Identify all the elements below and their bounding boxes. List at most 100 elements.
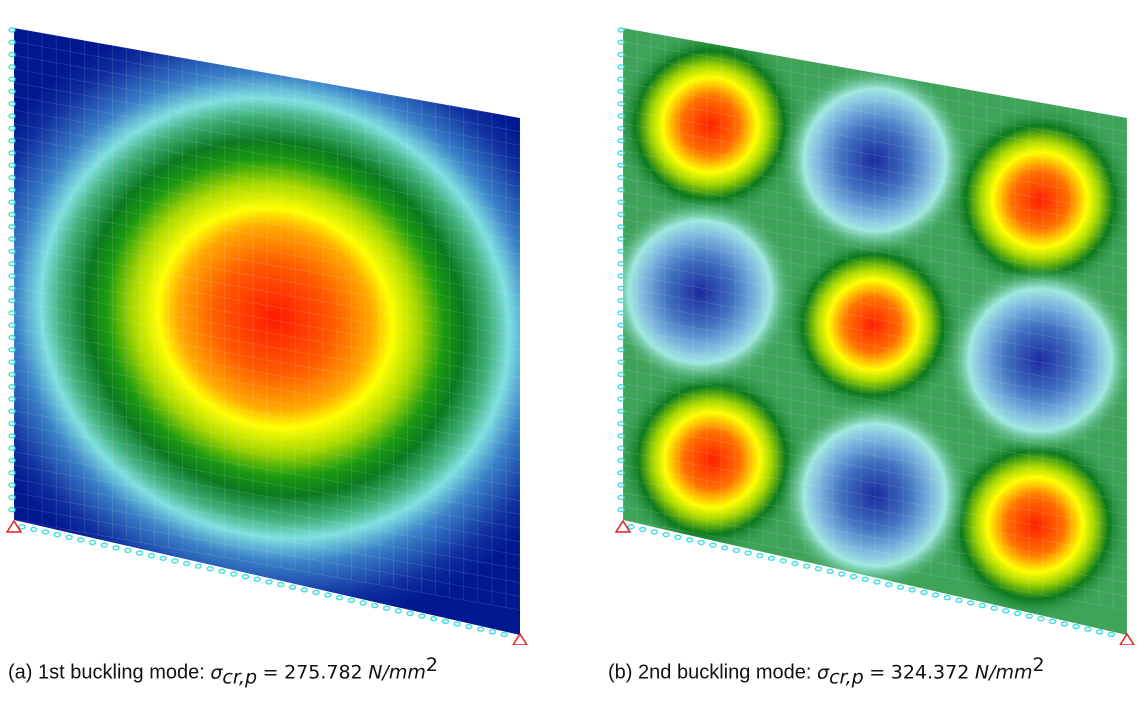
support-marker [219, 569, 225, 573]
support-marker [66, 535, 72, 539]
caption: 2nd buckling mode: [638, 662, 811, 684]
support-marker [862, 577, 868, 581]
support-marker [745, 551, 751, 555]
support-marker [909, 588, 915, 592]
support-marker [1073, 625, 1079, 629]
support-marker [1108, 632, 1114, 636]
label: (a) [8, 662, 32, 684]
support-marker [54, 533, 60, 537]
support-marker [663, 533, 669, 537]
support-marker [207, 567, 213, 571]
relation: = [263, 662, 279, 684]
support-marker [290, 585, 296, 589]
support-marker [242, 575, 248, 579]
support-marker [1050, 619, 1056, 623]
support-marker [442, 619, 448, 623]
page: (a) 1st buckling mode: σcr,p = 275.782 N… [0, 0, 1147, 702]
support-marker [337, 596, 343, 600]
support-marker [101, 543, 107, 547]
subscript: cr,p [829, 667, 864, 689]
support-marker [944, 596, 950, 600]
support-marker [827, 569, 833, 573]
support-marker [1085, 627, 1091, 631]
support-marker [90, 541, 96, 545]
support-marker [897, 585, 903, 589]
caption-a: (a) 1st buckling mode: σcr,p = 275.782 N… [8, 654, 438, 689]
support-marker [125, 548, 131, 552]
support-marker [160, 556, 166, 560]
support-marker [733, 548, 739, 552]
label: (b) [608, 662, 632, 684]
plate-a [0, 0, 701, 645]
support-marker [254, 577, 260, 581]
support-marker [478, 627, 484, 631]
support-marker [137, 551, 143, 555]
support-marker [1015, 611, 1021, 615]
support-marker [722, 546, 728, 550]
support-marker [184, 562, 190, 566]
support-marker [419, 614, 425, 618]
unit: N/mm [975, 662, 1033, 684]
support-marker [313, 590, 319, 594]
subscript: cr,p [222, 667, 257, 689]
support-marker [278, 583, 284, 587]
support-marker [148, 554, 154, 558]
support-marker [372, 604, 378, 608]
support-marker [698, 541, 704, 545]
support-marker [231, 572, 237, 576]
support-marker [968, 601, 974, 605]
support-marker [466, 625, 472, 629]
support-marker [757, 554, 763, 558]
support-marker [979, 604, 985, 608]
caption: 1st buckling mode: [38, 662, 205, 684]
symbol: σ [817, 662, 829, 684]
support-marker [431, 617, 437, 621]
support-marker [874, 580, 880, 584]
support-marker [1097, 630, 1103, 634]
support-marker [348, 598, 354, 602]
support-marker [651, 530, 657, 534]
support-marker [78, 538, 84, 542]
figure [0, 0, 1147, 645]
support-marker [266, 580, 272, 584]
symbol: σ [210, 662, 222, 684]
support-marker [1003, 609, 1009, 613]
support-marker [815, 567, 821, 571]
support-marker [19, 525, 25, 529]
support-marker [792, 562, 798, 566]
support-marker [921, 590, 927, 594]
support-marker [839, 572, 845, 576]
support-marker [113, 546, 119, 550]
support-pin [513, 634, 527, 645]
support-marker [43, 530, 49, 534]
support-marker [933, 593, 939, 597]
support-marker [325, 593, 331, 597]
support-marker [687, 538, 693, 542]
support-marker [195, 564, 201, 568]
support-marker [395, 609, 401, 613]
support-marker [640, 527, 646, 531]
unit: N/mm [368, 662, 426, 684]
support-marker [489, 630, 495, 634]
support-marker [1026, 614, 1032, 618]
support-marker [1061, 622, 1067, 626]
support-marker [384, 606, 390, 610]
support-marker [769, 556, 775, 560]
unit-exponent: 2 [1033, 654, 1045, 676]
unit-exponent: 2 [426, 654, 438, 676]
value: 324.372 [891, 662, 970, 684]
support-marker [675, 535, 681, 539]
support-marker [172, 559, 178, 563]
support-marker [407, 611, 413, 615]
support-marker [710, 543, 716, 547]
support-marker [991, 606, 997, 610]
support-marker [628, 525, 634, 529]
support-marker [851, 575, 857, 579]
support-marker [956, 598, 962, 602]
support-marker [301, 588, 307, 592]
support-marker [31, 527, 37, 531]
support-pin [1120, 634, 1134, 645]
support-marker [780, 559, 786, 563]
support-marker [804, 564, 810, 568]
caption-b: (b) 2nd buckling mode: σcr,p = 324.372 N… [608, 654, 1045, 689]
